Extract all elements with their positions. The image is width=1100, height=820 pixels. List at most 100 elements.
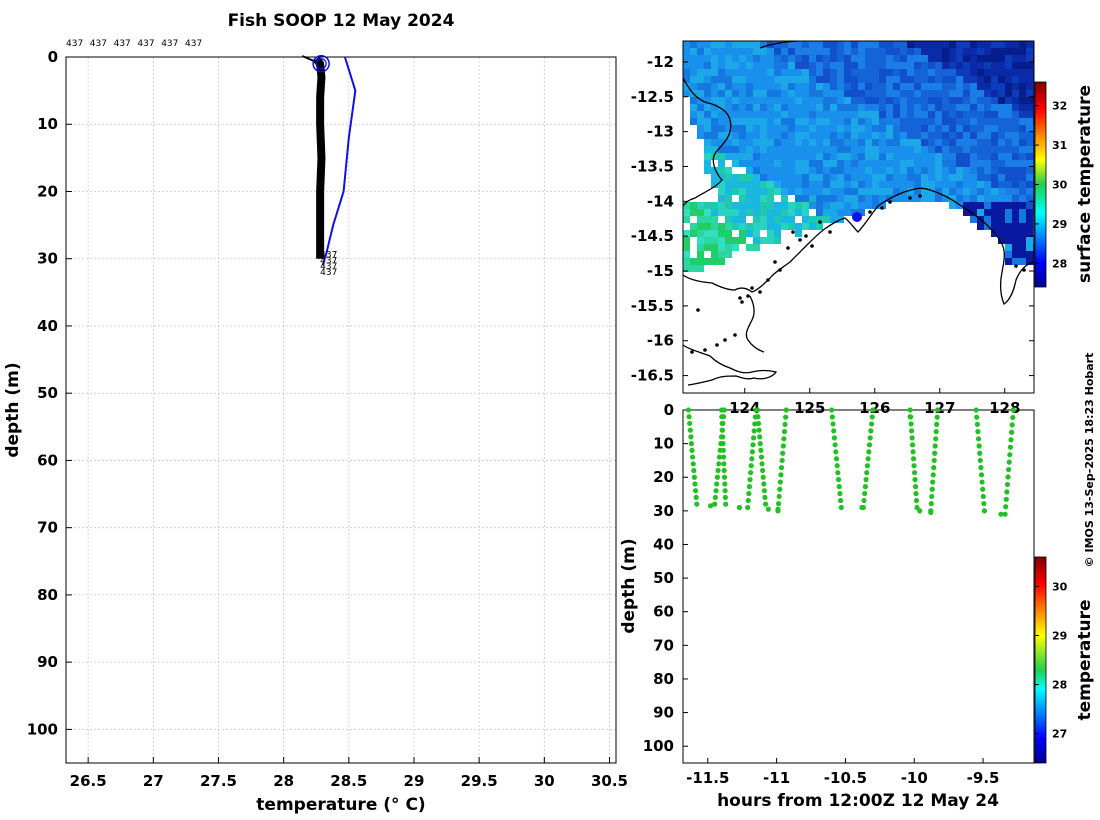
sst-cell [844, 55, 851, 62]
sst-cell [1019, 160, 1026, 167]
sst-cell [844, 118, 851, 125]
sst-cell [844, 111, 851, 118]
sst-cell [704, 258, 711, 265]
sst-cell [718, 48, 725, 55]
sst-cell [942, 62, 949, 69]
sst-cell [739, 55, 746, 62]
sst-cell [879, 160, 886, 167]
sst-cell [830, 160, 837, 167]
sst-cell [725, 153, 732, 160]
depth-point [686, 414, 692, 420]
sst-cell [767, 209, 774, 216]
sst-cell [1005, 125, 1012, 132]
sst-cell [816, 41, 823, 48]
sst-cell [704, 132, 711, 139]
sst-cell [718, 111, 725, 118]
sst-cell [816, 146, 823, 153]
sst-cell [753, 230, 760, 237]
sst-cell [956, 41, 963, 48]
sst-cell [781, 62, 788, 69]
sst-cell [711, 62, 718, 69]
sst-cell [753, 209, 760, 216]
sst-cell [697, 62, 704, 69]
sst-cell [725, 41, 732, 48]
sst-cell [914, 167, 921, 174]
sst-cell [851, 202, 858, 209]
depth-point [712, 501, 718, 507]
sst-cell [746, 76, 753, 83]
sst-cell [949, 195, 956, 202]
island-dot [798, 238, 802, 242]
sst-cell [1026, 125, 1033, 132]
sst-cell [935, 62, 942, 69]
sst-cell [788, 104, 795, 111]
sst-cell [795, 167, 802, 174]
sst-cell [767, 153, 774, 160]
y-tick-label: 30 [37, 250, 58, 268]
sst-cell [767, 237, 774, 244]
depth-point [908, 428, 915, 434]
sst-cell [907, 125, 914, 132]
temperature-colorbar [1034, 556, 1047, 764]
sst-cell [809, 97, 816, 104]
sst-cell [746, 132, 753, 139]
depth-point [692, 488, 699, 494]
sst-cell [704, 153, 711, 160]
sst-cell [893, 41, 900, 48]
sst-cell [956, 55, 963, 62]
sst-cell [1026, 237, 1033, 244]
sst-cell [683, 202, 690, 209]
sst-colorbar-tick-label: 28 [1052, 257, 1067, 270]
sst-cell [844, 167, 851, 174]
sst-cell [823, 104, 830, 111]
sst-cell [1012, 90, 1019, 97]
sst-cell [977, 153, 984, 160]
sst-cell [690, 97, 697, 104]
sst-cell [795, 83, 802, 90]
island-dot [918, 194, 922, 198]
sst-cell [725, 104, 732, 111]
sst-cell [739, 167, 746, 174]
sst-cell [830, 55, 837, 62]
sst-cell [1026, 41, 1033, 48]
sst-cell [830, 139, 837, 146]
sst-cell [914, 76, 921, 83]
depth-point [745, 504, 751, 511]
island-dot [804, 234, 808, 238]
temp-colorbar-tick-label: 30 [1052, 580, 1068, 593]
sst-cell [991, 104, 998, 111]
sst-cell [683, 265, 690, 272]
depth-point [755, 420, 762, 427]
sst-cell [991, 76, 998, 83]
sst-cell [753, 62, 760, 69]
sst-cell [886, 146, 893, 153]
sst-cell [858, 181, 865, 188]
sst-cell [725, 118, 732, 125]
sst-cell [851, 167, 858, 174]
sst-cell [739, 62, 746, 69]
depth-point [782, 421, 788, 428]
sst-cell [928, 132, 935, 139]
sst-cell [949, 202, 956, 209]
sst-cell [697, 90, 704, 97]
sst-cell [837, 139, 844, 146]
sst-cell [774, 132, 781, 139]
sst-cell [991, 216, 998, 223]
sst-cell [774, 160, 781, 167]
sst-cell [963, 76, 970, 83]
sst-cell [1012, 181, 1019, 188]
y-tick-label: 100 [27, 720, 58, 738]
sst-cell [830, 97, 837, 104]
sst-cell [991, 90, 998, 97]
sst-cell [893, 83, 900, 90]
sst-cell [858, 69, 865, 76]
sst-cell [949, 41, 956, 48]
sst-cell [1019, 167, 1026, 174]
sst-cell [767, 139, 774, 146]
sst-cell [914, 195, 921, 202]
depth-point [1007, 444, 1014, 450]
profile-start-circle-inner [315, 58, 327, 70]
sst-cell [809, 132, 816, 139]
depth-point [760, 474, 766, 480]
